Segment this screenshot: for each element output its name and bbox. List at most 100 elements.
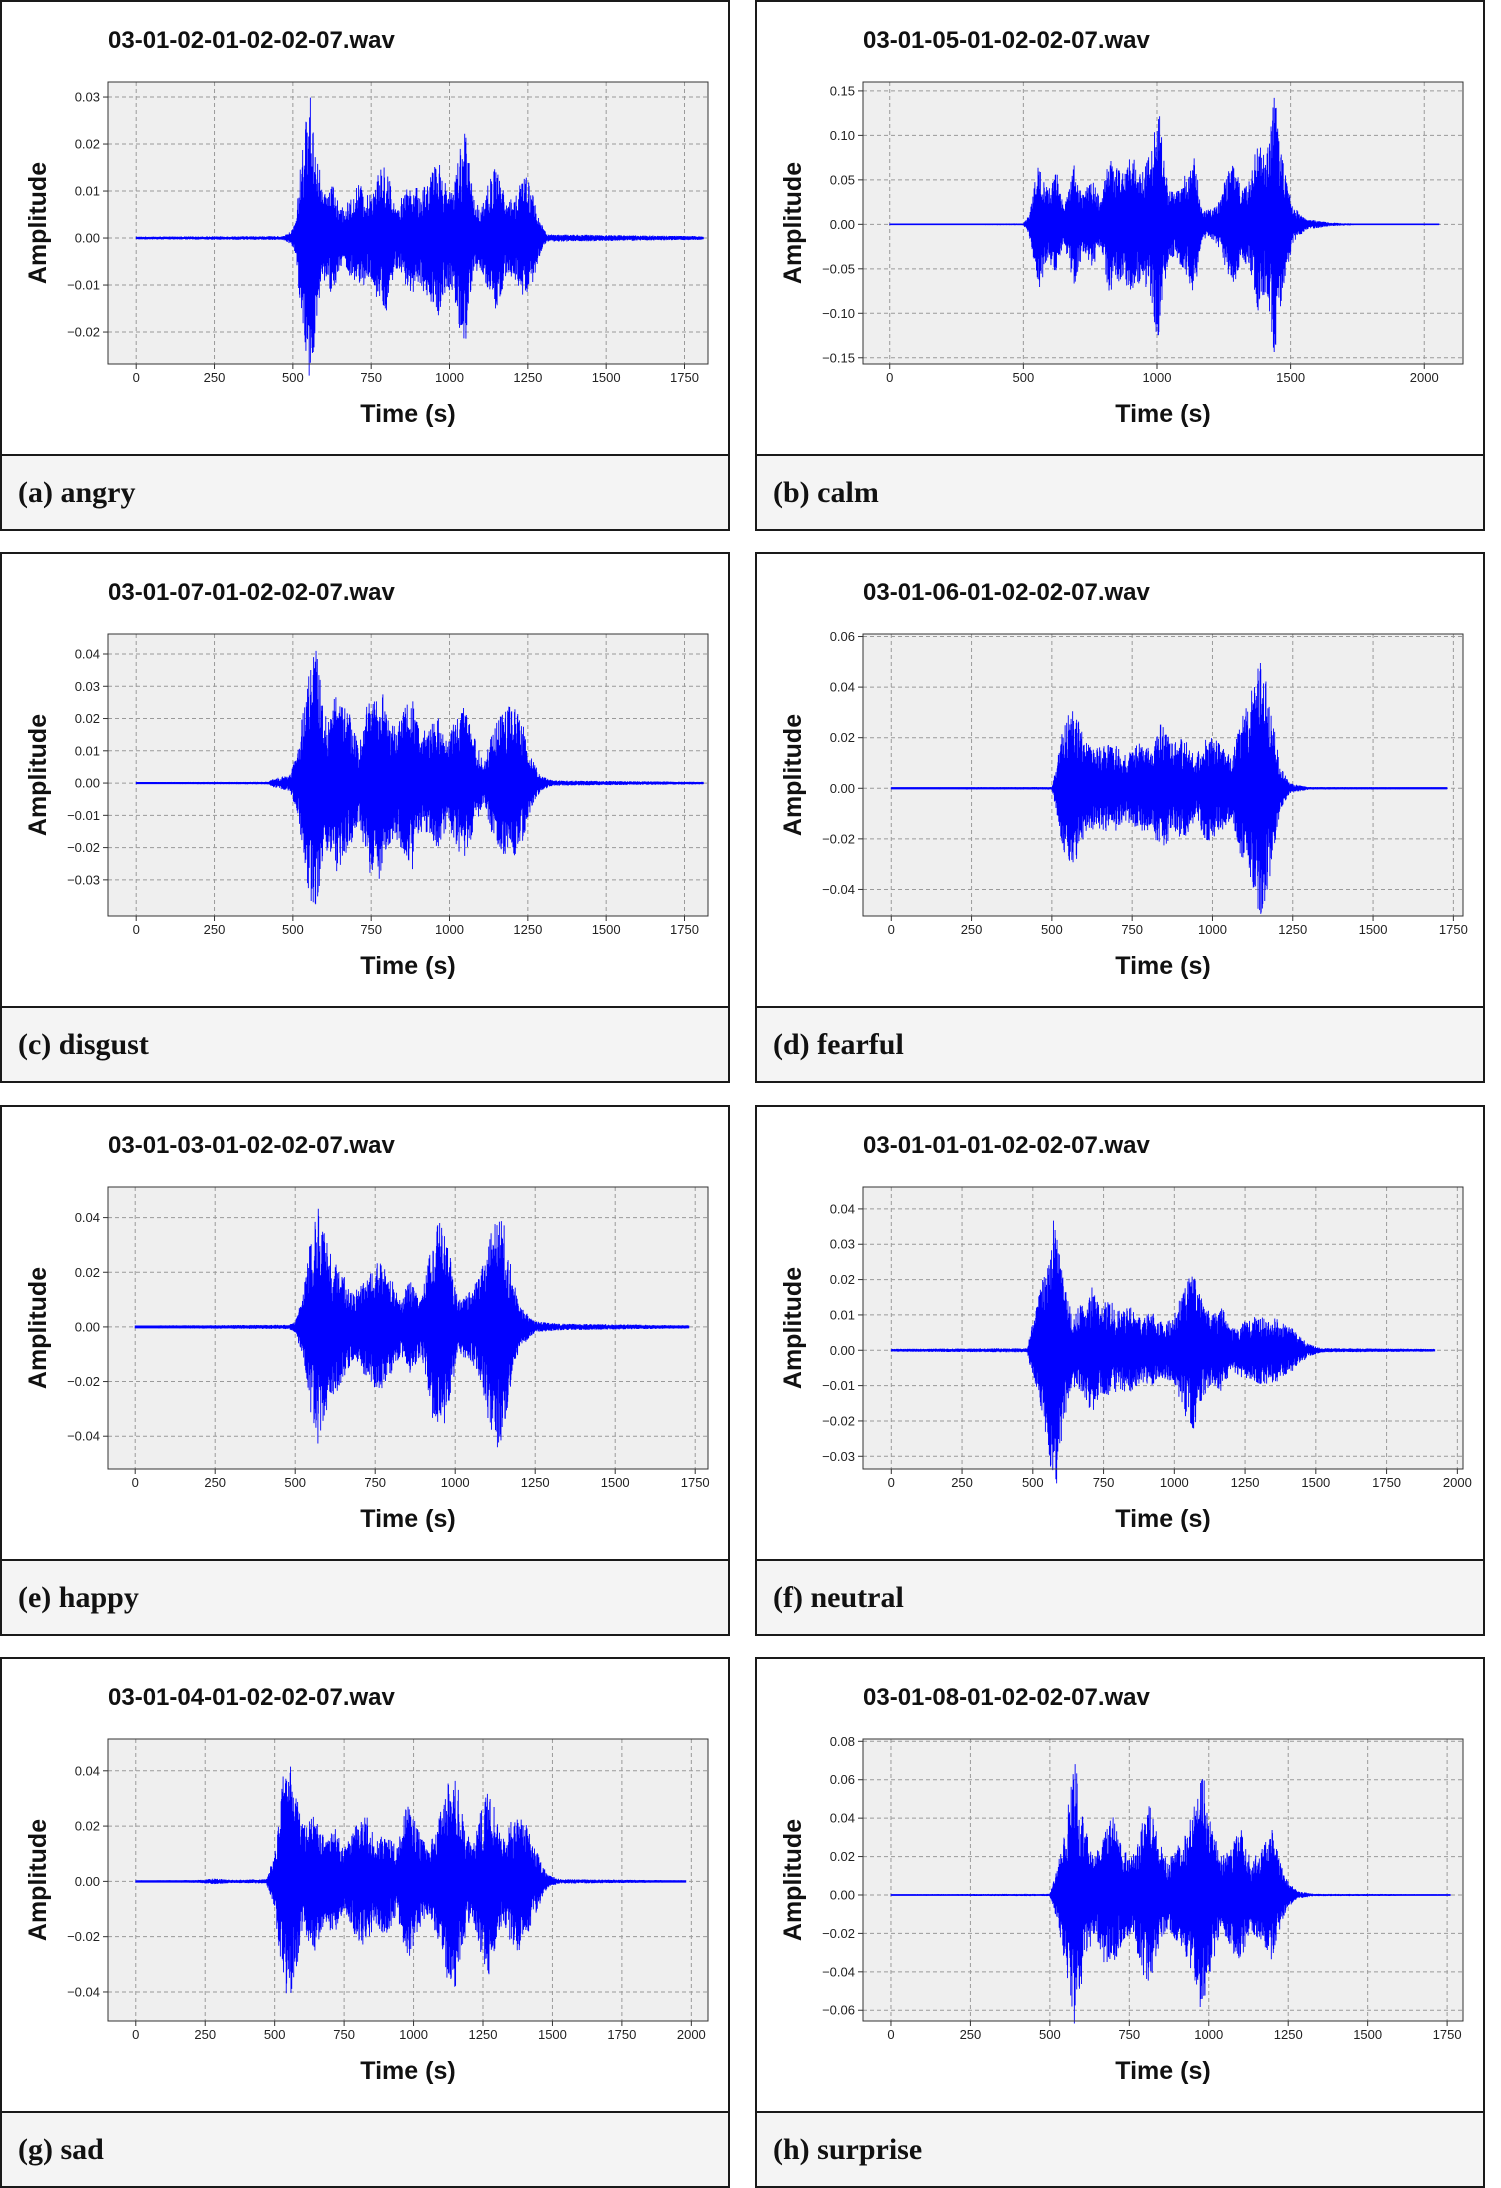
x-tick-label: 750 xyxy=(360,370,382,385)
y-tick-label: 0.03 xyxy=(75,90,100,105)
x-tick-label: 500 xyxy=(1041,922,1063,937)
x-tick-label: 250 xyxy=(960,2027,982,2042)
x-tick-label: 1750 xyxy=(670,922,699,937)
x-tick-label: 500 xyxy=(264,2027,286,2042)
waveform-line xyxy=(134,1208,690,1448)
x-tick-label: 1500 xyxy=(592,370,621,385)
y-tick-label: 0.03 xyxy=(75,679,100,694)
y-tick-label: 0.02 xyxy=(830,1272,855,1287)
x-tick-label: 0 xyxy=(133,922,140,937)
x-tick-label: 1500 xyxy=(538,2027,567,2042)
y-tick-label: 0.04 xyxy=(830,1811,855,1826)
x-tick-label: 1500 xyxy=(1301,1475,1330,1490)
waveform-line xyxy=(889,97,1440,352)
y-tick-label: 0.00 xyxy=(75,231,100,246)
x-tick-label: 2000 xyxy=(677,2027,706,2042)
waveform-line xyxy=(890,1764,1451,2024)
x-tick-label: 0 xyxy=(886,370,893,385)
x-tick-label: 750 xyxy=(333,2027,355,2042)
x-tick-label: 1250 xyxy=(521,1475,550,1490)
y-tick-label: −0.04 xyxy=(67,1984,100,1999)
x-axis-label: Time (s) xyxy=(1115,2057,1210,2085)
plot-frame xyxy=(107,633,709,917)
x-tick-label: 500 xyxy=(282,922,304,937)
y-tick-label: 0.08 xyxy=(830,1734,855,1749)
x-tick-label: 1000 xyxy=(1143,370,1172,385)
y-axis-label: Amplitude xyxy=(24,714,52,836)
y-tick-label: −0.02 xyxy=(67,840,100,855)
x-tick-label: 750 xyxy=(1093,1475,1115,1490)
chart-panel-fearful: 03-01-06-01-02-02-07.wav 0 250 500 750 1000 12… xyxy=(755,552,1485,1083)
chart-title: 03-01-06-01-02-02-07.wav xyxy=(863,579,1151,606)
y-tick-label: 0.04 xyxy=(830,680,855,695)
y-tick-label: 0.00 xyxy=(830,1887,855,1902)
y-tick-label: −0.10 xyxy=(822,306,855,321)
x-tick-label: 750 xyxy=(364,1475,386,1490)
waveform-line xyxy=(890,1220,1436,1484)
x-tick-label: 1750 xyxy=(607,2027,636,2042)
chart-caption: (c) disgust xyxy=(2,1006,728,1081)
y-tick-label: 0.02 xyxy=(75,137,100,152)
y-tick-label: 0.00 xyxy=(75,1319,100,1334)
chart-caption: (a) angry xyxy=(2,454,728,529)
x-tick-label: 500 xyxy=(282,370,304,385)
chart-caption: (g) sad xyxy=(2,2111,728,2186)
chart-title: 03-01-05-01-02-02-07.wav xyxy=(863,27,1151,54)
y-tick-label: −0.01 xyxy=(67,278,100,293)
x-tick-label: 1750 xyxy=(1372,1475,1401,1490)
chart-title: 03-01-01-01-02-02-07.wav xyxy=(863,1132,1151,1159)
y-tick-label: 0.01 xyxy=(75,743,100,758)
y-tick-label: −0.15 xyxy=(822,350,855,365)
x-tick-label: 1750 xyxy=(1439,922,1468,937)
chart-title: 03-01-02-01-02-02-07.wav xyxy=(108,27,396,54)
waveform-line xyxy=(135,650,704,905)
y-tick-label: 0.01 xyxy=(830,1307,855,1322)
waveform-chart-happy: 03-01-03-01-02-02-07.wav 0 250 500 750 1000 12… xyxy=(24,1132,710,1533)
y-tick-label: 0.06 xyxy=(830,629,855,644)
x-tick-label: 0 xyxy=(132,2027,139,2042)
y-tick-label: 0.02 xyxy=(830,1849,855,1864)
y-tick-label: 0.00 xyxy=(75,1874,100,1889)
chart-caption: (d) fearful xyxy=(757,1006,1483,1081)
chart-title: 03-01-03-01-02-02-07.wav xyxy=(108,1132,396,1159)
x-tick-label: 1500 xyxy=(592,922,621,937)
x-tick-label: 250 xyxy=(961,922,983,937)
chart-panel-happy: 03-01-03-01-02-02-07.wav 0 250 500 750 1000 12… xyxy=(0,1105,730,1636)
y-tick-label: 0.05 xyxy=(830,172,855,187)
x-tick-label: 1750 xyxy=(681,1475,710,1490)
y-tick-label: −0.05 xyxy=(822,261,855,276)
x-tick-label: 250 xyxy=(951,1475,973,1490)
y-tick-label: −0.02 xyxy=(822,1926,855,1941)
x-tick-label: 500 xyxy=(1022,1475,1044,1490)
x-tick-label: 750 xyxy=(1118,2027,1140,2042)
y-tick-label: 0.00 xyxy=(830,781,855,796)
y-axis-label: Amplitude xyxy=(24,162,52,284)
y-tick-label: −0.04 xyxy=(822,1964,855,1979)
y-tick-label: −0.01 xyxy=(822,1378,855,1393)
chart-panel-sad: 03-01-04-01-02-02-07.wav 0 250 500 750 1000 12… xyxy=(0,1657,730,2188)
chart-panel-angry: 03-01-02-01-02-02-07.wav 0 250 500 750 1000 12… xyxy=(0,0,730,531)
y-tick-label: −0.04 xyxy=(822,882,855,897)
x-tick-label: 2000 xyxy=(1443,1475,1472,1490)
y-tick-label: 0.02 xyxy=(75,711,100,726)
waveform-chart-fearful: 03-01-06-01-02-02-07.wav 0 250 500 750 1000 12… xyxy=(779,579,1468,980)
waveform-line xyxy=(135,1766,687,1994)
x-tick-label: 250 xyxy=(204,1475,226,1490)
plot-frame xyxy=(107,1186,709,1470)
x-tick-label: 1000 xyxy=(1194,2027,1223,2042)
y-tick-label: −0.02 xyxy=(822,1413,855,1428)
y-tick-label: −0.06 xyxy=(822,2003,855,2018)
waveform-chart-angry: 03-01-02-01-02-02-07.wav 0 250 500 750 1000 12… xyxy=(24,27,709,428)
x-axis-label: Time (s) xyxy=(1115,1505,1210,1533)
x-axis-label: Time (s) xyxy=(1115,952,1210,980)
y-tick-label: −0.02 xyxy=(67,1929,100,1944)
x-tick-label: 500 xyxy=(1039,2027,1061,2042)
y-tick-label: −0.04 xyxy=(67,1429,100,1444)
x-tick-label: 1000 xyxy=(1198,922,1227,937)
waveform-line xyxy=(135,97,704,376)
waveform-line xyxy=(890,663,1448,914)
x-tick-label: 750 xyxy=(360,922,382,937)
y-axis-label: Amplitude xyxy=(779,714,807,836)
y-tick-label: 0.02 xyxy=(75,1819,100,1834)
chart-panel-neutral: 03-01-01-01-02-02-07.wav 0 250 500 750 1000 12… xyxy=(755,1105,1485,1636)
